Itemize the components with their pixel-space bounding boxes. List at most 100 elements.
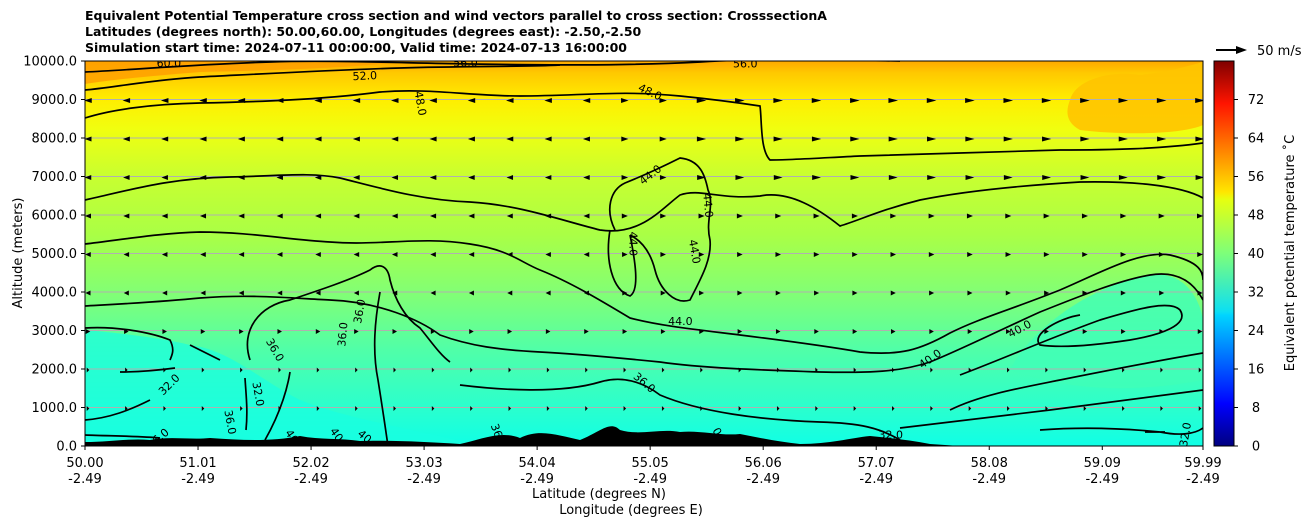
y-tick-label: 1000.0 <box>32 401 78 416</box>
quiver-key-label: 50 m/s <box>1257 44 1302 59</box>
wind-arrow <box>391 213 398 219</box>
y-axis: 0.0 1000.0 2000.0 3000.0 4000.0 5000.0 6000.0 7… <box>23 55 85 455</box>
wind-arrow <box>278 367 281 373</box>
wind-arrow <box>355 367 358 373</box>
wind-arrow <box>1003 175 1013 180</box>
wind-arrow <box>811 98 822 103</box>
wind-arrow <box>1043 213 1050 219</box>
wind-arrow <box>1158 213 1165 219</box>
wind-arrow <box>278 406 281 411</box>
y-tick-label: 10000.0 <box>23 55 77 70</box>
y-tick-label: 6000.0 <box>32 209 78 224</box>
wind-arrow <box>699 329 704 334</box>
wind-arrow <box>201 406 205 411</box>
contour-44-tube <box>607 229 637 297</box>
wind-arrow <box>276 213 283 219</box>
x-tick-label-lon: -2.49 <box>1186 472 1220 487</box>
wind-arrow <box>1197 329 1203 334</box>
wind-arrow <box>660 329 666 334</box>
wind-arrow <box>85 136 92 142</box>
colorbar-tick-label: 24 <box>1248 324 1265 339</box>
wind-arrow <box>1197 213 1203 219</box>
wind-arrow <box>659 175 667 180</box>
wind-arrow <box>470 406 473 411</box>
wind-arrow <box>546 406 550 411</box>
wind-arrow <box>1160 406 1163 411</box>
wind-arrow <box>1041 98 1052 103</box>
wind-arrow <box>735 136 745 142</box>
contour-32-right <box>1039 427 1203 435</box>
contour-label: 52.0 <box>352 69 377 83</box>
wind-arrow <box>161 213 168 219</box>
wind-arrow <box>276 252 283 257</box>
wind-arrow <box>161 175 168 180</box>
wind-arrow <box>391 136 399 142</box>
chart-title: Equivalent Potential Temperature cross s… <box>85 8 827 56</box>
wind-arrow <box>585 367 588 373</box>
contour-36-mid <box>459 378 901 441</box>
colorbar-tick-label: 32 <box>1248 286 1265 301</box>
wind-arrow <box>850 175 860 180</box>
wind-arrow <box>507 252 513 257</box>
wind-arrow <box>85 98 92 103</box>
wind-arrow <box>429 98 437 103</box>
contour-36-left <box>85 326 221 361</box>
wind-arrow <box>930 406 933 411</box>
wind-arrow <box>1118 175 1128 180</box>
wind-arrow <box>584 329 589 334</box>
wind-arrow <box>852 329 858 334</box>
wind-arrow <box>430 252 436 257</box>
wind-arrow <box>812 175 821 180</box>
contour-label: 40 <box>282 427 301 446</box>
colorbar-tick-label: 8 <box>1252 401 1260 416</box>
wind-arrow <box>200 252 206 257</box>
x-tick-label-lat: 59.09 <box>1084 456 1121 471</box>
wind-arrow <box>1082 329 1088 334</box>
wind-arrow <box>1007 367 1010 373</box>
wind-arrow <box>506 175 514 180</box>
wind-arrow <box>163 406 166 411</box>
wind-arrow <box>354 329 359 334</box>
colorbar-tick-label: 56 <box>1248 170 1265 185</box>
wind-arrow <box>890 213 897 219</box>
wind-arrow <box>430 290 436 296</box>
wind-arrow <box>392 252 398 257</box>
wind-arrow <box>430 329 436 334</box>
contour-40-tail <box>949 352 1203 411</box>
wind-arrow <box>544 136 552 142</box>
wind-arrow <box>1080 98 1090 103</box>
wind-arrow <box>123 290 129 296</box>
x-tick-label-lon: -2.49 <box>294 472 328 487</box>
wind-arrow <box>1044 290 1050 296</box>
wind-arrow <box>352 136 360 142</box>
x-tick-label-lon: -2.49 <box>520 472 554 487</box>
wind-arrow <box>1042 136 1052 142</box>
wind-arrow <box>316 406 320 411</box>
x-tick-label-lat: 52.02 <box>292 456 329 471</box>
contour-40 <box>85 273 1203 374</box>
wind-arrow <box>852 290 858 296</box>
contour-label: 48.0 <box>412 90 429 116</box>
colorbar-ticks: 0 8 16 24 32 40 48 56 64 72 <box>1234 93 1264 455</box>
contour-44-main <box>85 231 1203 355</box>
quiver-key: 50 m/s <box>1216 44 1302 59</box>
wind-arrow <box>850 136 860 142</box>
wind-arrow <box>314 136 322 142</box>
wind-arrow <box>238 252 245 257</box>
contour-label: 36 <box>488 422 505 440</box>
x-tick-label-lon: -2.49 <box>407 472 441 487</box>
wind-arrow <box>888 136 898 142</box>
wind-arrow <box>696 136 707 142</box>
wind-arrow <box>353 290 359 296</box>
wind-arrow <box>545 329 551 334</box>
wind-arrow <box>393 406 397 411</box>
wind-arrow <box>737 290 743 296</box>
wind-arrow <box>85 329 91 334</box>
wind-arrow <box>815 367 818 373</box>
wind-arrow <box>506 136 514 142</box>
y-tick-label: 5000.0 <box>32 247 78 262</box>
wind-arrow <box>1005 213 1012 219</box>
wind-arrow <box>200 213 207 219</box>
wind-arrow <box>968 367 972 373</box>
wind-arrow <box>238 213 245 219</box>
